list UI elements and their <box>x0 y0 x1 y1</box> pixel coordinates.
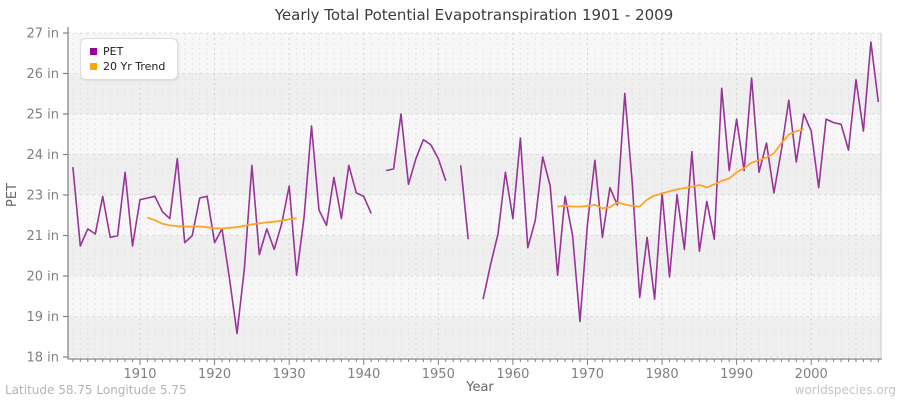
x-tick-label: 1920 <box>198 367 231 382</box>
legend-trend-label: 20 Yr Trend <box>103 60 166 73</box>
y-tick-label: 18 in <box>26 351 59 366</box>
x-tick-label: 1940 <box>347 367 380 382</box>
x-tick-label: 1930 <box>273 367 306 382</box>
y-tick-label: 20 in <box>26 270 59 285</box>
legend-pet-label: PET <box>103 45 124 58</box>
x-tick-label: 2000 <box>795 367 828 382</box>
trend-line-series <box>147 216 297 230</box>
x-tick-label: 1910 <box>123 367 156 382</box>
x-axis-tick-labels: 1910 1920 1930 1940 1950 1960 1970 1980 1990 2000 <box>123 367 827 382</box>
y-tick-label: 21 in <box>26 229 59 244</box>
y-axis-title: PET <box>5 183 20 207</box>
legend: PET 20 Yr Trend <box>80 38 179 80</box>
x-tick-label: 1950 <box>422 367 455 382</box>
x-tick-label: 1990 <box>720 367 753 382</box>
latitude-longitude-caption: Latitude 58.75 Longitude 5.75 <box>5 383 187 397</box>
trend-line-series <box>557 128 804 210</box>
axis-ticks <box>63 32 879 365</box>
legend-item-trend[interactable]: 20 Yr Trend <box>90 59 165 74</box>
y-tick-label: 23 in <box>26 189 59 204</box>
x-tick-label: 1980 <box>646 367 679 382</box>
y-tick-label: 19 in <box>26 310 59 325</box>
legend-item-pet[interactable]: PET <box>90 44 165 59</box>
chart-title: Yearly Total Potential Evapotranspiratio… <box>274 6 674 24</box>
y-axis-tick-labels: 27 in 26 in 25 in 24 in 23 in 21 in 20 in 19 in… <box>26 27 59 366</box>
x-tick-label: 1970 <box>571 367 604 382</box>
y-tick-label: 24 in <box>26 148 59 163</box>
x-tick-label: 1960 <box>496 367 529 382</box>
data-series <box>72 41 880 335</box>
pet-swatch-icon <box>90 48 97 55</box>
y-tick-label: 25 in <box>26 108 59 123</box>
axes <box>67 27 882 360</box>
watermark-caption: worldspecies.org <box>795 383 896 397</box>
y-tick-label: 26 in <box>26 67 59 82</box>
y-tick-label: 27 in <box>26 27 59 42</box>
x-axis-title: Year <box>465 380 494 395</box>
trend-swatch-icon <box>90 63 97 70</box>
